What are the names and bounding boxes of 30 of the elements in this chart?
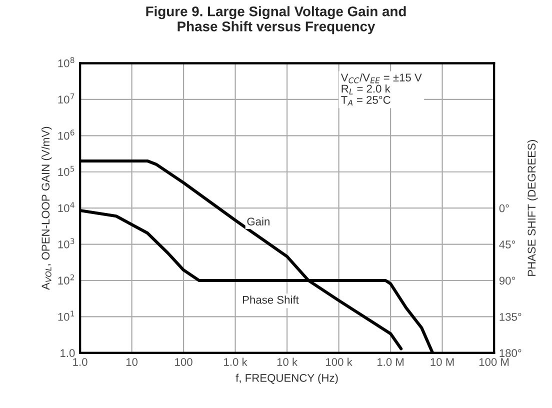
y2-tick-label: 180° — [500, 349, 522, 358]
y2-tick-label: 90° — [499, 276, 516, 285]
y-tick-label: 10$^{4}$ — [58, 202, 74, 212]
y-tick-label: 10$^{2}$ — [58, 274, 74, 285]
y-tick-label: 1.0 — [60, 349, 75, 358]
text: V$_{CC}$/V$_{EE}$ = ±15 V R$_{L}$ = 2.0 k T$_{A}$ = 25°C — [340, 73, 422, 106]
y2-tick-label: 0° — [499, 204, 509, 212]
y-axis-title: A$_{VOL}$, OPEN-LOOP GAIN (V/mV) — [41, 126, 52, 290]
x-tick-label: 10 k — [277, 358, 298, 366]
x-tick-label: 10 — [126, 358, 138, 366]
x-tick-label: 10 M — [430, 358, 454, 366]
x-axis-title: f, FREQUENCY (Hz) — [236, 374, 338, 384]
x-tick-label: 100 k — [326, 358, 352, 366]
y2-tick-label: 135° — [500, 312, 522, 321]
x-tick-label: 1.0 M — [377, 358, 404, 366]
y2-axis-title: PHASE SHIFT (DEGREES) — [527, 140, 538, 276]
chart-title: Figure 9. Large Signal Voltage Gain and Phase Shift versus Frequency — [146, 6, 406, 34]
y-tick-label: 10$^{8}$ — [58, 57, 74, 68]
annotation: Phase Shift — [242, 296, 299, 304]
y-tick-label: 10$^{5}$ — [58, 166, 74, 176]
x-tick-label: 1.0 — [73, 358, 88, 366]
x-tick-label: 100 M — [479, 358, 509, 366]
y-tick-label: 10$^{3}$ — [58, 238, 74, 248]
x-tick-label: 100 — [175, 358, 192, 366]
y-tick-label: 10$^{1}$ — [58, 310, 74, 321]
y-tick-label: 10$^{6}$ — [58, 130, 74, 140]
x-tick-label: 1.0 k — [224, 358, 248, 366]
annotation: Gain — [247, 217, 270, 226]
y-tick-label: 10$^{7}$ — [58, 93, 74, 104]
y2-tick-label: 45° — [499, 240, 516, 248]
